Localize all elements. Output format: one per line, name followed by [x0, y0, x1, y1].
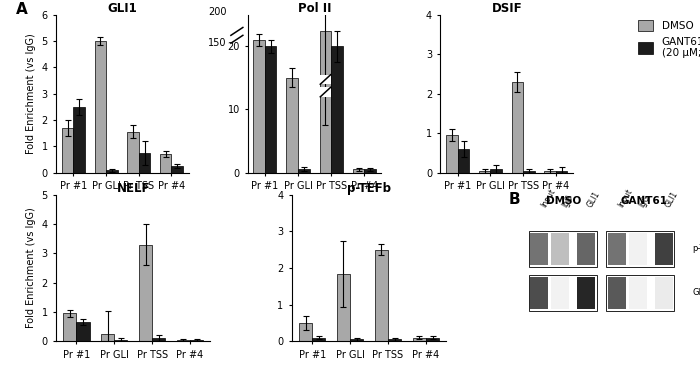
FancyBboxPatch shape [608, 277, 626, 309]
Bar [374, 250, 388, 341]
Bar [512, 82, 523, 173]
Title: DSIF: DSIF [491, 2, 522, 15]
Text: GLI1: GLI1 [693, 289, 700, 298]
Bar [331, 46, 343, 173]
FancyBboxPatch shape [654, 277, 673, 309]
Bar [127, 132, 139, 173]
Bar [523, 171, 535, 173]
Bar [139, 244, 152, 341]
Bar [298, 169, 309, 173]
Text: GLI1: GLI1 [664, 190, 680, 209]
Bar [106, 170, 118, 173]
Bar [447, 135, 458, 173]
Bar [388, 339, 401, 341]
Bar [253, 40, 265, 173]
Text: IgG: IgG [560, 194, 575, 209]
Text: 150: 150 [209, 38, 227, 48]
Bar [62, 128, 74, 173]
Title: NELF: NELF [116, 182, 150, 195]
Bar [312, 338, 326, 341]
Bar [231, 28, 243, 35]
Bar [299, 323, 312, 341]
Bar [101, 334, 114, 341]
Y-axis label: Fold Enrichment (vs IgG): Fold Enrichment (vs IgG) [26, 33, 36, 154]
FancyBboxPatch shape [629, 233, 647, 265]
Bar [74, 107, 85, 173]
Bar [160, 154, 172, 173]
Text: IgG: IgG [638, 194, 652, 209]
FancyBboxPatch shape [530, 233, 548, 265]
Title: Pol II: Pol II [298, 2, 331, 15]
Bar [190, 340, 203, 341]
FancyBboxPatch shape [608, 233, 626, 265]
FancyBboxPatch shape [654, 233, 673, 265]
Bar [152, 338, 165, 341]
Bar [177, 340, 190, 341]
Title: p-TEFb: p-TEFb [347, 182, 391, 195]
Bar [491, 168, 502, 173]
Text: A: A [16, 2, 28, 17]
Bar [479, 171, 491, 173]
Legend: DMSO, GANT61
(20 μM; 4 hr): DMSO, GANT61 (20 μM; 4 hr) [638, 20, 700, 58]
Bar [320, 31, 331, 173]
Bar [426, 338, 439, 341]
Bar [172, 166, 183, 173]
Bar [63, 313, 76, 341]
Bar [114, 340, 127, 341]
Bar [337, 273, 350, 341]
FancyBboxPatch shape [577, 233, 595, 265]
Bar [76, 322, 90, 341]
FancyBboxPatch shape [530, 277, 548, 309]
Text: Input: Input [617, 188, 634, 209]
Bar [321, 75, 330, 84]
Bar [321, 87, 330, 97]
Bar [353, 169, 365, 173]
Bar [350, 339, 363, 341]
FancyBboxPatch shape [551, 277, 569, 309]
Bar [265, 46, 277, 173]
FancyBboxPatch shape [577, 277, 595, 309]
Bar [365, 169, 376, 173]
Y-axis label: Fold Enrichment (vs IgG): Fold Enrichment (vs IgG) [26, 208, 36, 328]
Text: p-TEFb: p-TEFb [693, 244, 700, 253]
Text: GANT61: GANT61 [621, 196, 668, 206]
Bar [545, 171, 556, 173]
Bar [94, 41, 106, 173]
Bar [286, 78, 298, 173]
Bar [139, 153, 150, 173]
Text: Input: Input [539, 188, 557, 209]
Bar [458, 149, 469, 173]
Bar [413, 338, 426, 341]
Title: GLI1: GLI1 [108, 2, 137, 15]
FancyBboxPatch shape [551, 233, 569, 265]
Text: GLI1: GLI1 [586, 190, 603, 209]
Bar [231, 36, 243, 42]
Text: 200: 200 [209, 7, 227, 17]
Text: DMSO: DMSO [546, 196, 581, 206]
FancyBboxPatch shape [629, 277, 647, 309]
Text: B: B [508, 192, 520, 207]
Bar [556, 171, 567, 173]
